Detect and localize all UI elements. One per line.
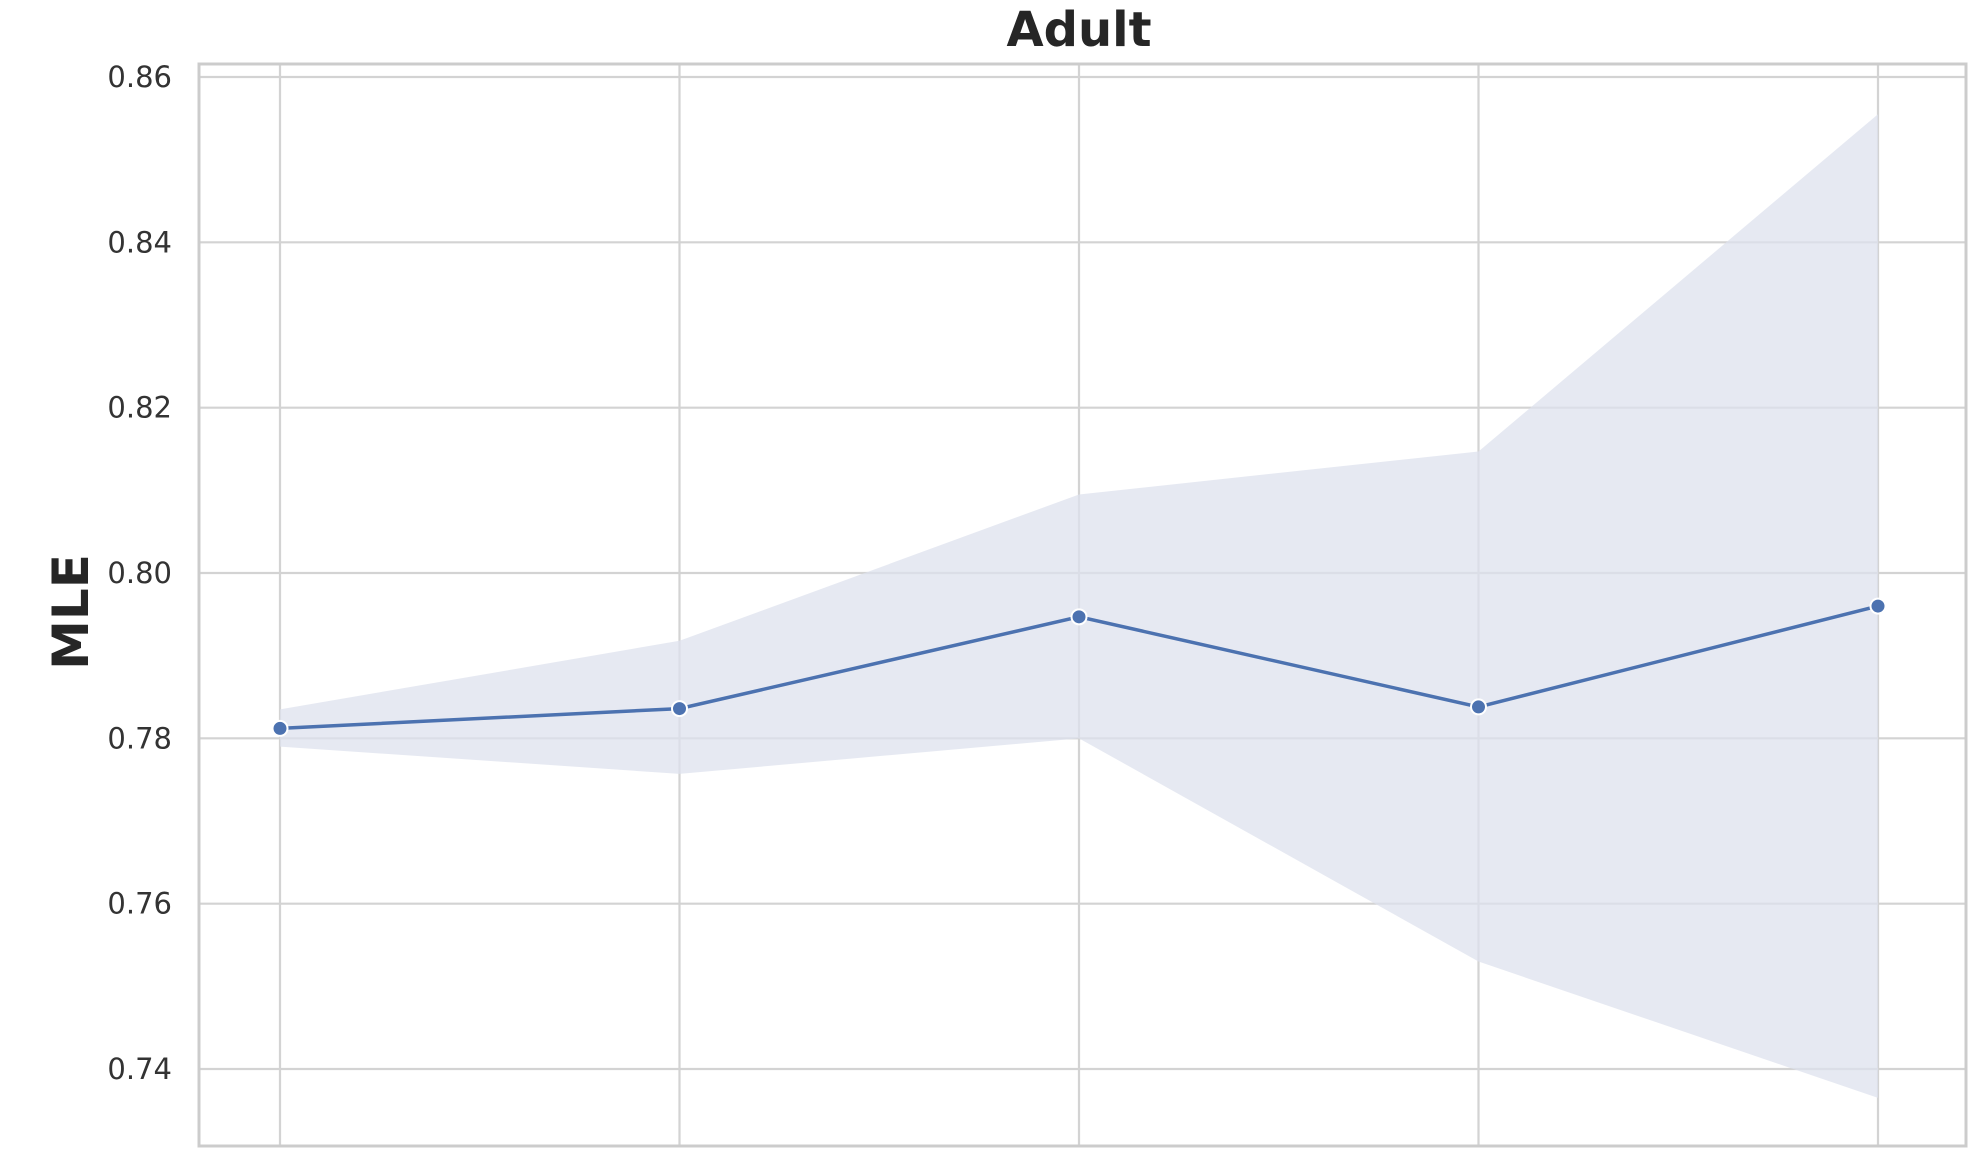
data-point xyxy=(1869,597,1887,615)
y-tick-labels: 0.74 0.76 0.78 0.80 0.82 0.84 0.86 xyxy=(107,60,172,1086)
data-point xyxy=(671,700,688,718)
y-tick-label: 0.76 xyxy=(107,887,172,921)
y-tick-label: 0.82 xyxy=(107,391,172,425)
data-points xyxy=(271,597,1887,737)
y-tick-label: 0.80 xyxy=(107,556,172,590)
chart-title: Adult xyxy=(1006,2,1151,58)
confidence-band xyxy=(280,114,1878,1098)
y-tick-label: 0.86 xyxy=(107,60,172,94)
y-tick-label: 0.78 xyxy=(107,721,172,755)
y-tick-label: 0.74 xyxy=(107,1052,172,1086)
data-point xyxy=(1070,608,1088,626)
plot-frame xyxy=(197,62,1968,1148)
y-tick-label: 0.84 xyxy=(107,225,172,259)
data-point xyxy=(1470,698,1487,716)
y-axis-label: MLE xyxy=(42,554,100,670)
data-point xyxy=(271,719,289,737)
